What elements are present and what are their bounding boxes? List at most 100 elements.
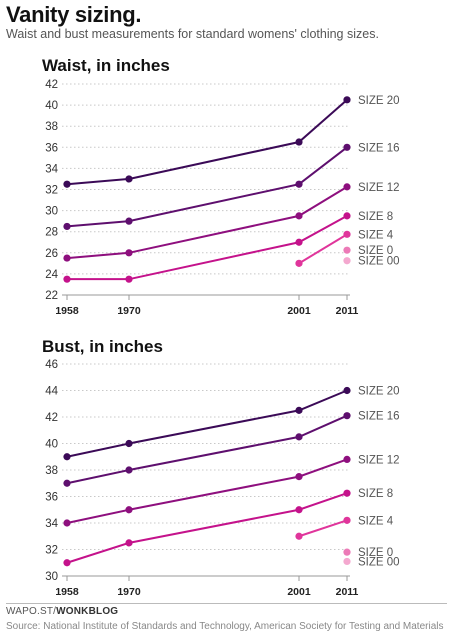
series-line-size-16	[66, 414, 348, 485]
data-point-size-12	[295, 473, 303, 481]
y-tick-label: 36	[45, 142, 58, 154]
footer-divider	[6, 603, 447, 604]
data-point-size-16	[125, 466, 133, 474]
data-point-size-16	[343, 412, 351, 420]
data-point-size-12	[343, 455, 351, 463]
data-point-size-16	[295, 433, 303, 441]
series-label-size-20: SIZE 20	[358, 95, 400, 107]
series-line-size-4	[298, 233, 348, 265]
data-point-size-0	[343, 548, 351, 556]
x-tick-label: 1970	[117, 586, 141, 598]
series-line-size-12	[66, 186, 348, 260]
series-line-size-20	[66, 99, 348, 186]
data-point-size-12	[295, 212, 303, 220]
data-point-size-16	[125, 217, 133, 225]
y-tick-label: 38	[45, 121, 58, 133]
series-line-size-8	[66, 492, 348, 564]
data-point-size-00	[343, 557, 351, 566]
y-tick-label: 32	[45, 185, 58, 197]
series-line-size-20	[66, 389, 348, 458]
series-label-size-20: SIZE 20	[358, 386, 400, 398]
y-tick-label: 32	[45, 545, 58, 557]
y-tick-label: 40	[45, 100, 58, 112]
data-point-size-8	[63, 559, 71, 567]
data-point-size-4	[343, 516, 351, 524]
x-tick-label: 1958	[55, 305, 79, 317]
credit-prefix: WAPO.ST/	[6, 606, 57, 617]
series-label-size-16: SIZE 16	[358, 142, 400, 154]
series-label-size-00: SIZE 00	[358, 556, 400, 568]
x-tick-label: 1970	[117, 305, 141, 317]
data-point-size-20	[63, 180, 71, 188]
y-tick-label: 34	[45, 518, 58, 530]
data-point-size-4	[343, 230, 351, 238]
y-tick-label: 26	[45, 248, 58, 260]
data-point-size-20	[343, 96, 351, 104]
data-point-size-16	[63, 479, 71, 487]
y-tick-label: 22	[45, 290, 58, 302]
y-tick-label: 44	[45, 386, 58, 398]
data-point-size-20	[125, 175, 133, 183]
y-tick-label: 38	[45, 465, 58, 477]
data-point-size-4	[295, 532, 303, 540]
credit-brand: WONKBLOG	[56, 606, 119, 617]
data-point-size-20	[63, 453, 71, 461]
series-label-size-4: SIZE 4	[358, 229, 394, 241]
charts-canvas: Waist, in inches 22 24 26 28 30 32 34 36 38 40 42 19…	[42, 56, 400, 598]
chart-title: Bust, in inches	[42, 337, 163, 356]
data-point-size-20	[295, 138, 303, 146]
y-tick-label: 24	[45, 269, 58, 281]
y-tick-label: 36	[45, 492, 58, 504]
series-label-size-0: SIZE 0	[358, 547, 393, 559]
data-point-size-8	[343, 212, 351, 220]
series-label-size-16: SIZE 16	[358, 411, 400, 423]
series-label-size-00: SIZE 00	[358, 256, 400, 268]
data-point-size-8	[125, 539, 133, 547]
x-tick-label: 2001	[287, 586, 311, 598]
series-line-size-8	[67, 214, 348, 281]
x-tick-label: 2011	[336, 305, 359, 317]
data-point-size-8	[125, 275, 133, 283]
data-point-size-16	[63, 222, 71, 231]
data-point-size-8	[63, 275, 71, 283]
series-label-size-0: SIZE 0	[358, 245, 393, 257]
series-line-size-4	[298, 519, 348, 538]
data-point-size-12	[343, 183, 351, 191]
y-tick-label: 30	[45, 571, 58, 583]
y-tick-label: 34	[45, 163, 58, 175]
x-tick-label: 2001	[287, 305, 311, 317]
data-point-size-8	[343, 489, 351, 497]
series-label-size-4: SIZE 4	[358, 515, 394, 527]
data-point-size-16	[343, 143, 351, 151]
chart-panel-2: Bust, in inches 30 32 34 36 38 40 42 44 46 1958 197…	[42, 337, 400, 598]
data-point-size-20	[125, 439, 133, 448]
y-tick-label: 46	[45, 359, 58, 371]
data-point-size-8	[295, 238, 303, 246]
series-line-size-16	[66, 146, 348, 228]
data-point-size-8	[295, 506, 303, 514]
series-line-size-12	[66, 458, 348, 524]
data-point-size-12	[125, 506, 133, 514]
series-label-size-12: SIZE 12	[358, 454, 400, 466]
y-tick-label: 42	[45, 79, 58, 91]
data-point-size-00	[343, 257, 351, 265]
chart-title: Waist, in inches	[42, 56, 170, 75]
credit-line: WAPO.ST/WONKBLOG	[6, 606, 118, 617]
data-point-size-12	[125, 249, 133, 257]
page-subtitle: Waist and bust measurements for standard…	[6, 27, 379, 41]
data-point-size-12	[63, 254, 71, 262]
data-point-size-16	[295, 180, 303, 188]
data-point-size-20	[343, 386, 351, 395]
page-title: Vanity sizing.	[6, 2, 142, 27]
y-tick-label: 40	[45, 439, 58, 451]
series-label-size-8: SIZE 8	[358, 488, 393, 500]
series-label-size-8: SIZE 8	[358, 211, 393, 223]
x-tick-label: 2011	[336, 586, 359, 598]
y-tick-label: 30	[45, 206, 58, 218]
data-point-size-12	[63, 519, 71, 527]
data-point-size-0	[343, 246, 351, 254]
source-note: Source: National Institute of Standards …	[6, 621, 444, 632]
x-tick-label: 1958	[55, 586, 79, 598]
data-point-size-20	[295, 406, 303, 414]
data-point-size-4	[295, 259, 303, 267]
